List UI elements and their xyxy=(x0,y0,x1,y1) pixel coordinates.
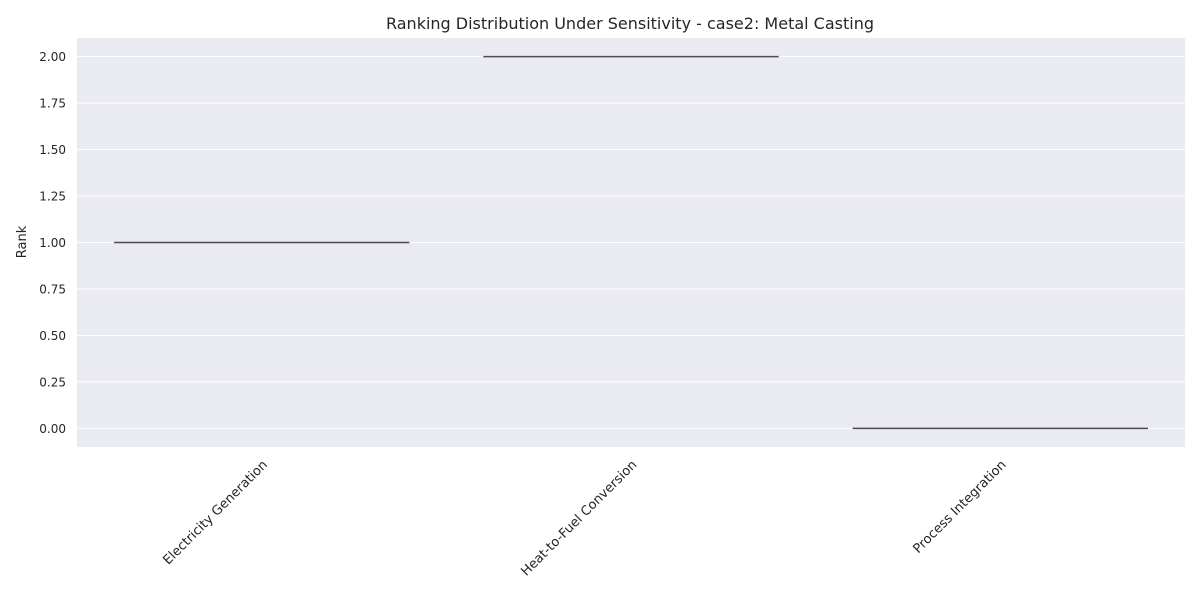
y-tick-label: 0.75 xyxy=(39,282,66,296)
y-tick-label: 0.25 xyxy=(39,375,66,389)
y-tick-label: 1.50 xyxy=(39,143,66,157)
x-tick-label: Heat-to-Fuel Conversion xyxy=(519,458,641,580)
y-tick-label: 0.00 xyxy=(39,422,66,436)
chart-title: Ranking Distribution Under Sensitivity -… xyxy=(386,14,874,33)
box-marks xyxy=(113,55,1149,430)
x-tick-label: Electricity Generation xyxy=(160,458,270,568)
y-tick-label: 1.25 xyxy=(39,190,66,204)
y-tick-label: 2.00 xyxy=(39,50,66,64)
y-tick-label: 1.00 xyxy=(39,236,66,250)
x-tick-label: Process Integration xyxy=(911,458,1010,557)
y-tick-label: 0.50 xyxy=(39,329,66,343)
y-tick-label: 1.75 xyxy=(39,97,66,111)
x-axis-ticks: Electricity Generation Heat-to-Fuel Conve… xyxy=(160,458,1009,580)
y-axis-label: Rank xyxy=(15,225,30,258)
grid-lines xyxy=(77,56,1185,429)
y-axis-ticks: 0.00 0.25 0.50 0.75 1.00 1.25 1.50 1.75 2.00 xyxy=(39,50,66,436)
